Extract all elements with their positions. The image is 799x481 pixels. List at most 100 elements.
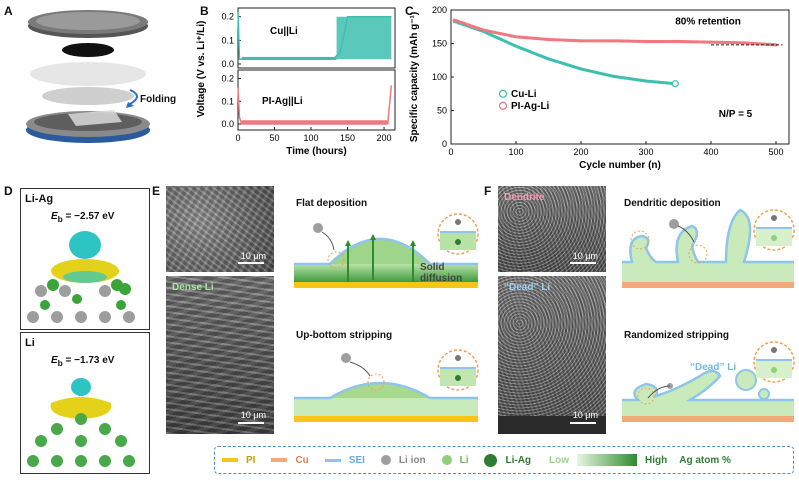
scale-text: 10 μm xyxy=(572,410,598,420)
sem-image-flat-top: 10 μm xyxy=(166,186,274,272)
y-tick-label: 0 xyxy=(442,139,447,149)
legend-pi: PI xyxy=(246,454,256,466)
li-title: Li xyxy=(25,337,35,349)
legend-li-ag: Li-Ag xyxy=(505,454,532,466)
folding-label: Folding xyxy=(140,94,177,105)
panel-label-a: A xyxy=(4,4,13,18)
x-tick-label: 200 xyxy=(377,133,392,143)
pi-ag-li-voltage-line xyxy=(237,85,393,125)
sei-swatch xyxy=(324,458,341,462)
sem-image-dendrite: Dendrite 10 μm xyxy=(498,186,606,272)
up-bottom-stripping-title: Up-bottom stripping xyxy=(296,330,393,341)
flat-deposition-title: Flat deposition xyxy=(296,198,368,209)
panel-label-c: C xyxy=(405,4,414,18)
ag-gradient-bar xyxy=(577,454,638,466)
dendrite-label: Dendrite xyxy=(504,192,545,203)
legend-pi-ag-li-marker xyxy=(498,101,508,110)
retention-label: 80% retention xyxy=(675,17,741,28)
li-ion-dot-icon xyxy=(380,455,391,465)
cu-li-baseline-band xyxy=(241,56,337,60)
x-tick-label: 100 xyxy=(508,147,523,157)
dense-li-label: Dense Li xyxy=(172,282,214,293)
li-charge-density xyxy=(27,378,135,467)
cu-li-series-label: Cu||Li xyxy=(270,26,298,37)
dendritic-deposition-title: Dendritic deposition xyxy=(624,198,721,209)
scale-bar xyxy=(238,422,264,424)
solid-diffusion-text: Solid diffusion xyxy=(420,262,463,284)
x-tick-label: 200 xyxy=(573,147,588,157)
y-tick-label: 0.2 xyxy=(221,74,234,84)
flat-deposition-schematic xyxy=(294,213,479,288)
li-dot-icon xyxy=(441,455,452,465)
x-tick-label: 0 xyxy=(448,147,453,157)
y-tick-label: 150 xyxy=(432,39,447,49)
y-tick-label: 0.1 xyxy=(221,35,234,45)
x-tick-label: 150 xyxy=(340,133,355,143)
cu-li-end-marker xyxy=(671,80,679,88)
y-tick-label: 0.0 xyxy=(221,59,234,69)
up-bottom-stripping-schematic xyxy=(294,349,479,422)
pi-ag-li-baseline-band xyxy=(241,120,388,125)
legend-cu: Cu xyxy=(295,454,309,466)
substrate-band xyxy=(498,416,606,434)
voltage-time-chart: 0.20.10.00.20.10.00 50 100 150 200Cu||LiPI-A… xyxy=(196,7,396,157)
sem-image-dead-li: “Dead” Li 10 μm xyxy=(498,276,606,434)
eb-subscript: b xyxy=(57,358,63,368)
panel-label-b: B xyxy=(200,4,209,18)
dft-li-ag-box: Li-Ag Eb = −2.57 eV xyxy=(20,188,150,330)
eb-value: = −1.73 eV xyxy=(62,355,115,366)
scale-text: 10 μm xyxy=(240,251,266,261)
legend-cu-li-label: Cu-Li xyxy=(511,89,537,100)
y-axis-title: Specific capacity (mAh g⁻¹) xyxy=(409,12,420,142)
panel-label-f: F xyxy=(484,184,492,198)
legend-cu-li-marker xyxy=(498,89,508,98)
legend-box xyxy=(214,446,794,474)
legend-row: PI Cu SEI Li ion Li Li-Ag Low High Ag at… xyxy=(222,452,731,468)
legend-li: Li xyxy=(459,454,469,466)
y-tick-label: 100 xyxy=(432,72,447,82)
x-tick-label: 0 xyxy=(235,133,240,143)
eb-symbol: E xyxy=(51,211,58,222)
li-ag-dot-icon xyxy=(484,453,498,467)
legend-li-ion: Li ion xyxy=(398,454,426,466)
legend-sei: SEI xyxy=(348,454,365,466)
randomized-stripping-title: Randomized stripping xyxy=(624,330,729,341)
pi-ag-li-series-label: PI-Ag||Li xyxy=(262,96,303,107)
panel-label-e: E xyxy=(152,184,161,198)
scale-bar xyxy=(238,262,264,264)
x-tick-label: 300 xyxy=(638,147,653,157)
legend-low: Low xyxy=(549,454,570,466)
y-tick-label: 0.2 xyxy=(221,12,234,22)
dead-li-label: “Dead” Li xyxy=(504,282,551,293)
y-tick-label: 0.1 xyxy=(221,96,234,106)
np-ratio-label: N/P = 5 xyxy=(719,109,753,120)
li-ag-binding-energy: Eb = −2.57 eV xyxy=(51,211,114,224)
pi-swatch xyxy=(222,458,238,462)
x-tick-label: 50 xyxy=(270,133,280,143)
panel-label-d: D xyxy=(4,184,13,198)
x-axis-title: Time (hours) xyxy=(286,146,346,157)
dft-li-box: Li Eb = −1.73 eV xyxy=(20,332,150,474)
cu-swatch xyxy=(271,458,288,462)
y-tick-label: 200 xyxy=(432,5,447,15)
randomized-stripping-schematic xyxy=(622,341,795,422)
legend-ag-pct: Ag atom % xyxy=(679,454,731,466)
x-tick-label: 400 xyxy=(703,147,718,157)
y-tick-label: 50 xyxy=(437,106,447,116)
solid-diffusion-label: Solid diffusion xyxy=(420,262,462,284)
coin-cell-exploded-diagram xyxy=(26,10,150,143)
eb-value: = −2.57 eV xyxy=(62,211,115,222)
legend-pi-ag-li-label: PI-Ag-Li xyxy=(511,101,550,112)
legend-high: High xyxy=(645,454,668,466)
li-binding-energy: Eb = −1.73 eV xyxy=(51,355,114,368)
eb-subscript: b xyxy=(57,214,63,224)
dendritic-deposition-schematic xyxy=(622,208,795,288)
y-tick-label: 0.0 xyxy=(221,119,234,129)
eb-symbol: E xyxy=(51,355,58,366)
x-axis-title: Cycle number (n) xyxy=(579,160,661,171)
x-tick-label: 100 xyxy=(304,133,319,143)
scale-bar xyxy=(570,262,596,264)
scale-bar xyxy=(570,422,596,424)
y-axis-title: Voltage (V vs. Li⁺/Li) xyxy=(196,21,207,118)
